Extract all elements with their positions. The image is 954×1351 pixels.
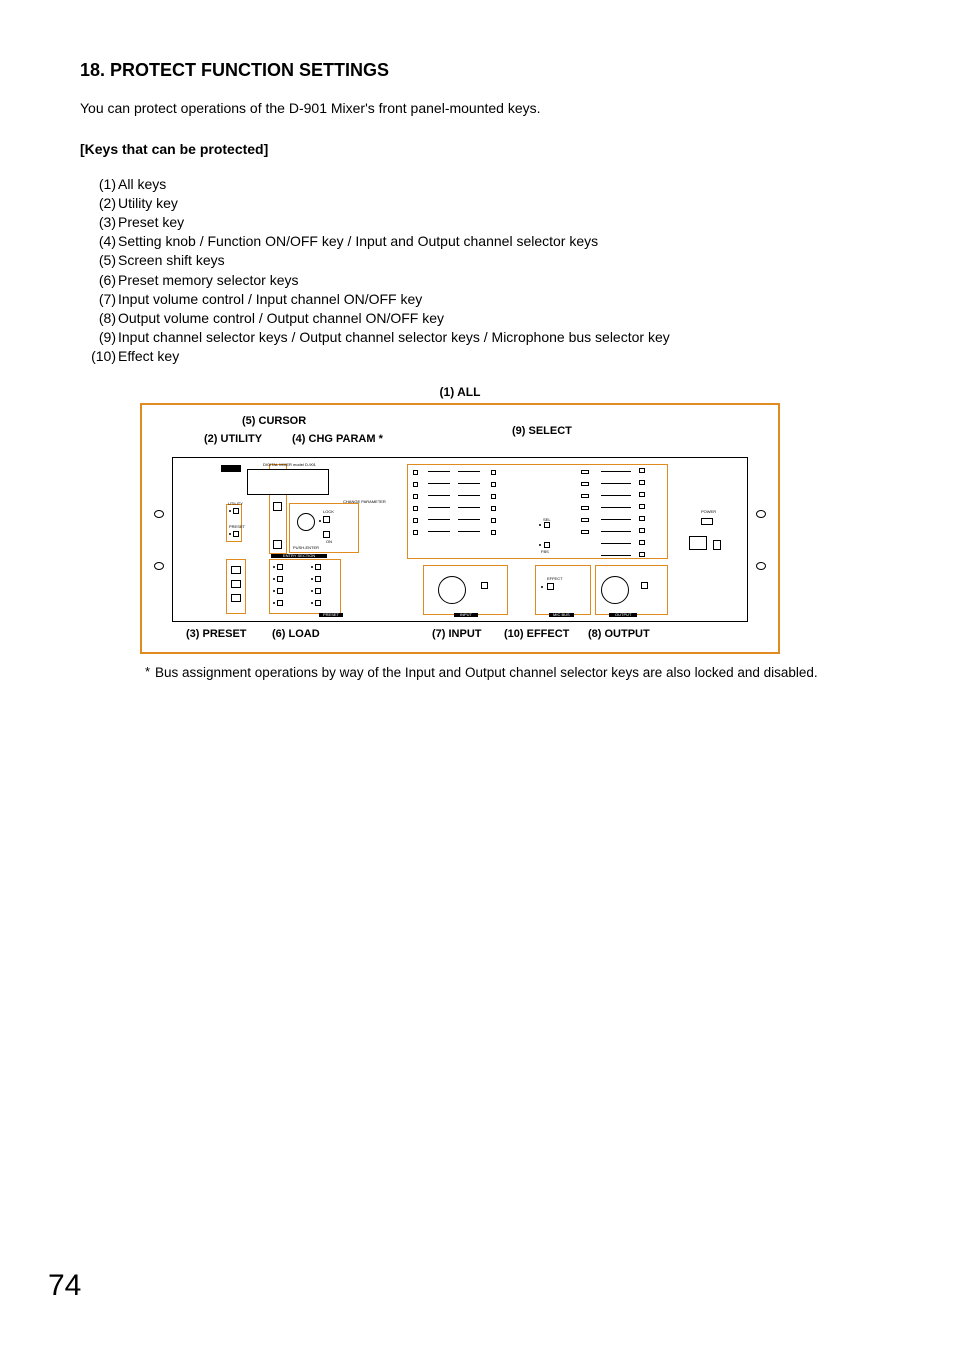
screw-hole-icon xyxy=(154,562,164,570)
region-all: (5) CURSOR (2) UTILITY (4) CHG PARAM * (… xyxy=(140,403,780,654)
model-text: DIGITAL MIXER model D-901 xyxy=(263,463,316,467)
callout-load: (6) LOAD xyxy=(272,628,320,640)
preset-load-2 xyxy=(231,580,241,588)
preset-load-1 xyxy=(231,566,241,574)
footnote-text: Bus assignment operations by way of the … xyxy=(155,665,818,680)
effect-key xyxy=(547,583,554,590)
label-lock: LOCK xyxy=(323,510,334,514)
screw-hole-icon xyxy=(154,510,164,518)
list-item: (2)Utility key xyxy=(80,194,879,212)
lock-key xyxy=(323,516,330,523)
cursor-down xyxy=(273,540,282,549)
list-item: (9)Input channel selector keys / Output … xyxy=(80,328,879,346)
lcd-display xyxy=(247,469,329,495)
callout-cursor: (5) CURSOR xyxy=(242,415,306,427)
list-item: (8)Output volume control / Output channe… xyxy=(80,309,879,327)
fbs-key xyxy=(544,542,550,548)
label-output-section: OUTPUT xyxy=(609,613,637,617)
cursor-up xyxy=(273,502,282,511)
subheading: [Keys that can be protected] xyxy=(80,141,879,157)
section-title: 18. PROTECT FUNCTION SETTINGS xyxy=(80,60,879,81)
sel-key xyxy=(544,522,550,528)
preset-key xyxy=(233,531,239,537)
callout-select: (9) SELECT xyxy=(512,425,572,437)
sd-slot-icon xyxy=(689,536,707,550)
key-list: (1)All keys (2)Utility key (3)Preset key… xyxy=(80,175,879,366)
callout-chgparam: (4) CHG PARAM * xyxy=(292,433,383,445)
asterisk-icon: * xyxy=(145,663,150,681)
list-item: (4)Setting knob / Function ON/OFF key / … xyxy=(80,232,879,250)
label-mic-bus: MIC BUS xyxy=(549,613,574,617)
list-item: (10)Effect key xyxy=(80,347,879,365)
callout-preset: (3) PRESET xyxy=(186,628,247,640)
label-utility: UTILITY xyxy=(228,502,243,506)
callout-utility: (2) UTILITY xyxy=(204,433,262,445)
panel-diagram: (1) ALL (5) CURSOR (2) UTILITY (4) CHG P… xyxy=(140,385,780,654)
label-input-section: INPUT xyxy=(454,613,478,617)
label-fbs: FBS xyxy=(541,550,549,554)
list-item: (5)Screen shift keys xyxy=(80,251,879,269)
list-item: (6)Preset memory selector keys xyxy=(80,271,879,289)
utility-key xyxy=(233,508,239,514)
callout-output: (8) OUTPUT xyxy=(588,628,650,640)
callout-input: (7) INPUT xyxy=(432,628,482,640)
rack-ear-left xyxy=(152,457,166,622)
power-switch xyxy=(701,518,713,525)
intro-text: You can protect operations of the D-901 … xyxy=(80,99,879,119)
label-power: POWER xyxy=(701,510,716,514)
region-effect xyxy=(535,565,591,615)
callout-all: (1) ALL xyxy=(140,385,780,399)
label-push-enter: PUSH-ENTER xyxy=(293,546,319,550)
screw-hole-icon xyxy=(756,510,766,518)
label-change-param: CHANGE PARAMETER xyxy=(343,500,386,504)
on-key xyxy=(323,531,330,538)
footnote: * Bus assignment operations by way of th… xyxy=(155,664,879,682)
screw-hole-icon xyxy=(756,562,766,570)
callout-effect: (10) EFFECT xyxy=(504,628,569,640)
label-preset-section: PRESET xyxy=(319,613,343,617)
rack-ear-right xyxy=(754,457,768,622)
list-item: (7)Input volume control / Input channel … xyxy=(80,290,879,308)
label-entry-section: ENTRY SECTION xyxy=(271,554,327,558)
output-on-key xyxy=(641,582,648,589)
label-preset: PRESET xyxy=(229,525,245,529)
top-callouts: (5) CURSOR (2) UTILITY (4) CHG PARAM * (… xyxy=(152,415,768,453)
usb-icon xyxy=(713,540,721,550)
preset-load-3 xyxy=(231,594,241,602)
label-effect: EFFECT xyxy=(547,577,563,581)
label-on: ON xyxy=(326,540,332,544)
list-item: (1)All keys xyxy=(80,175,879,193)
input-on-key xyxy=(481,582,488,589)
list-item: (3)Preset key xyxy=(80,213,879,231)
page-number: 74 xyxy=(48,1269,81,1303)
bottom-callouts: (3) PRESET (6) LOAD (7) INPUT (10) EFFEC… xyxy=(152,628,768,644)
mixer-panel: DIGITAL MIXER model D-901 UTILITY PRESET… xyxy=(172,457,748,622)
logo-icon xyxy=(221,465,241,472)
